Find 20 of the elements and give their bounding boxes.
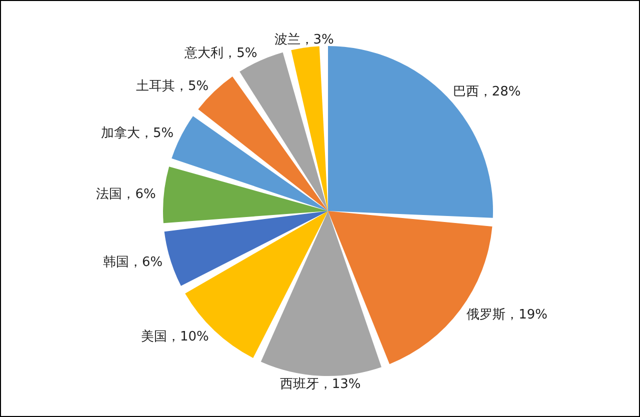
slice-label: 韩国 — [103, 254, 130, 270]
slice-label: 巴西 — [452, 84, 479, 99]
data-label: ，6% — [129, 254, 163, 270]
slice-label: 加拿大 — [101, 125, 140, 140]
data-label: ，3% — [300, 32, 334, 48]
slice-label: 意大利 — [184, 46, 224, 61]
data-label: ，5% — [174, 78, 209, 94]
data-label: ，6% — [122, 186, 156, 202]
slice-label: 美国 — [141, 328, 168, 344]
slice-label: 波兰 — [274, 32, 300, 48]
data-label: ，13% — [318, 376, 361, 392]
data-label: ，28% — [478, 84, 521, 99]
slice-label: 西班牙 — [280, 376, 319, 392]
data-label: ，5% — [224, 46, 258, 61]
slice-label: 俄罗斯 — [466, 307, 506, 322]
slice-label: 土耳其 — [136, 78, 175, 94]
data-label: ，5% — [140, 125, 174, 140]
data-label: ，10% — [167, 328, 209, 344]
data-label: ，19% — [506, 307, 548, 322]
slice-label: 法国 — [96, 186, 122, 202]
